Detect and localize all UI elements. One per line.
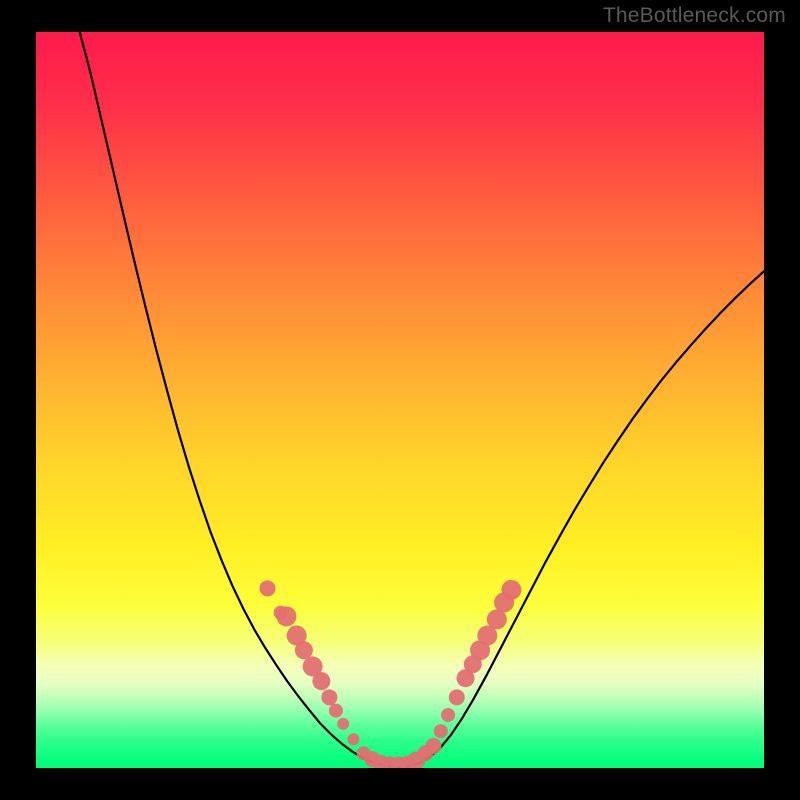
data-marker <box>501 580 521 600</box>
data-marker <box>337 718 349 730</box>
data-marker <box>321 689 337 705</box>
data-marker <box>260 580 276 596</box>
watermark-text: TheBottleneck.com <box>603 4 786 28</box>
gradient-rect <box>36 32 764 768</box>
plot-area <box>36 32 764 768</box>
data-marker <box>449 689 465 705</box>
data-marker <box>425 738 441 754</box>
chart-svg <box>36 32 764 768</box>
data-marker <box>276 606 296 626</box>
data-marker <box>329 704 343 718</box>
data-marker <box>441 708 455 722</box>
chart-frame: TheBottleneck.com <box>0 0 800 800</box>
data-marker <box>434 724 448 738</box>
data-marker <box>312 672 330 690</box>
data-marker <box>347 733 359 745</box>
data-marker <box>295 641 313 659</box>
